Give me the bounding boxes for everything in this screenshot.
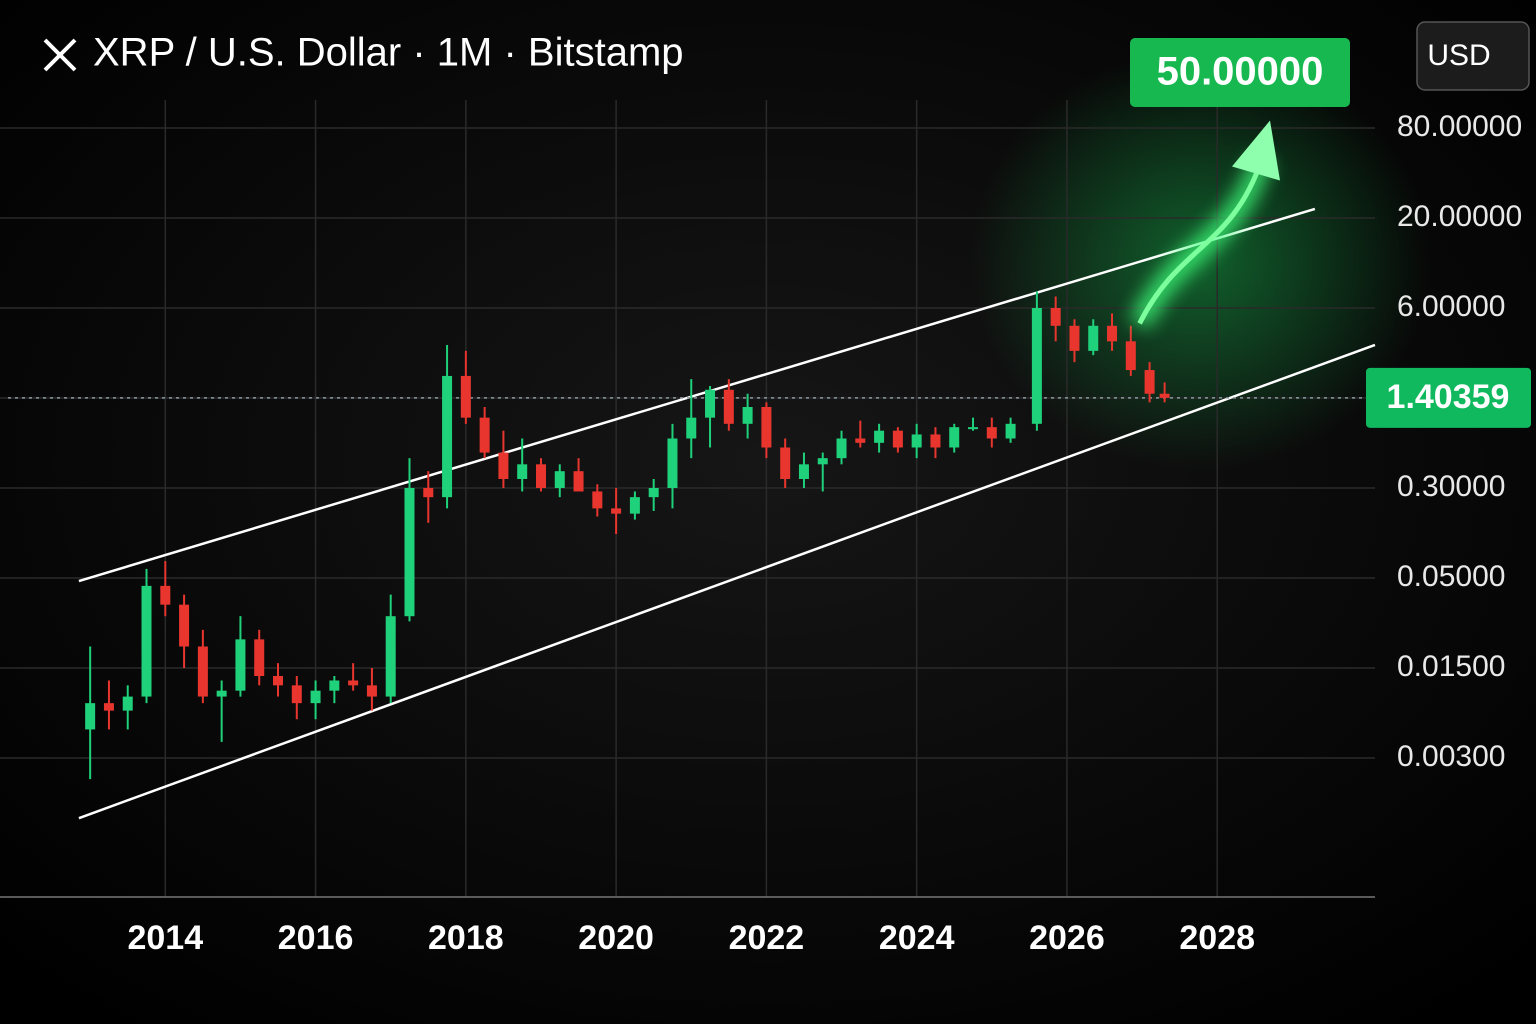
candle-body [1005,423,1016,439]
candle-body [85,703,96,730]
candle-body [254,639,265,677]
candle-body [723,389,734,424]
candle-body [179,604,190,647]
candle-body [554,471,565,488]
candle-body [1069,325,1080,351]
candle-body [1125,341,1136,371]
candle-body [535,464,546,488]
target-label-box [1130,38,1350,107]
candle-body [1031,308,1042,424]
candle-body [442,375,453,498]
candle-body [1050,308,1061,326]
candle-body [986,427,997,439]
candle-body [742,407,753,424]
candle-body [874,430,885,443]
candle-body [1088,325,1099,351]
x-tick-label: 2014 [127,919,203,957]
y-tick-label: 20.00000 [1397,200,1522,233]
currency-button-frame [1416,21,1530,91]
candle-body [798,464,809,479]
candle-body [329,680,340,691]
candle-body [498,452,509,479]
candle-body [761,407,772,448]
candle-body [479,417,490,453]
current-price-box [1366,367,1531,428]
candle-body [348,680,359,686]
candle-body [517,464,528,479]
candle-body [611,508,622,514]
candle-body [460,375,471,418]
target-arrow-head [1232,120,1280,181]
candle-body [385,616,396,697]
candle-body [968,427,979,430]
y-tick-label: 0.00300 [1397,740,1505,773]
candle-body [1107,325,1118,342]
target-arrow [1137,157,1265,325]
candle-body [141,585,152,697]
close-button[interactable] [43,38,77,72]
x-tick-label: 2016 [278,919,354,957]
candle-body [197,646,208,697]
candle-body [160,585,171,605]
candle-body [930,434,941,448]
x-tick-label: 2028 [1179,919,1255,957]
candle-body [892,430,903,448]
candle-body [817,458,828,465]
x-tick-label: 2022 [729,919,805,957]
candle-body [855,438,866,443]
chart-title: XRP / U.S. Dollar · 1M · Bitstamp [93,31,684,75]
candle-body [216,690,227,697]
x-tick-label: 2020 [578,919,654,957]
candle-body [310,690,321,704]
y-tick-label: 80.00000 [1397,110,1522,143]
x-tick-label: 2018 [428,919,504,957]
currency-label: USD [1427,39,1490,72]
candle-body [592,491,603,509]
candle-body [705,389,716,418]
candle-body [235,639,246,691]
candle-body [836,438,847,459]
currency-button[interactable]: USD [1416,21,1530,91]
candle-body [1159,393,1170,398]
candle-body [949,427,960,448]
candle-body [629,497,640,514]
candle-body [273,676,284,686]
y-tick-label: 0.05000 [1397,560,1505,593]
candle-body [1144,370,1155,394]
y-tick-label: 0.30000 [1397,470,1505,503]
candle-body [122,696,133,711]
target-label: 50.00000 [1157,50,1324,94]
y-tick-label: 0.01500 [1397,650,1505,683]
candle-body [291,685,302,704]
x-tick-label: 2026 [1029,919,1105,957]
y-tick-label: 6.00000 [1397,290,1505,323]
candle-body [423,488,434,498]
x-tick-label: 2024 [879,919,955,957]
current-price-label: 1.40359 [1387,378,1510,416]
candle-body [404,488,415,617]
candle-body [573,471,584,492]
candle-body [366,685,377,697]
candle-body [686,417,697,439]
candle-body [780,447,791,479]
close-icon [43,38,77,72]
candle-body [667,438,678,488]
candle-body [103,703,114,711]
candle-body [911,434,922,448]
candle-body [648,488,659,498]
channel-line [78,207,1316,583]
channel-line [78,343,1376,820]
